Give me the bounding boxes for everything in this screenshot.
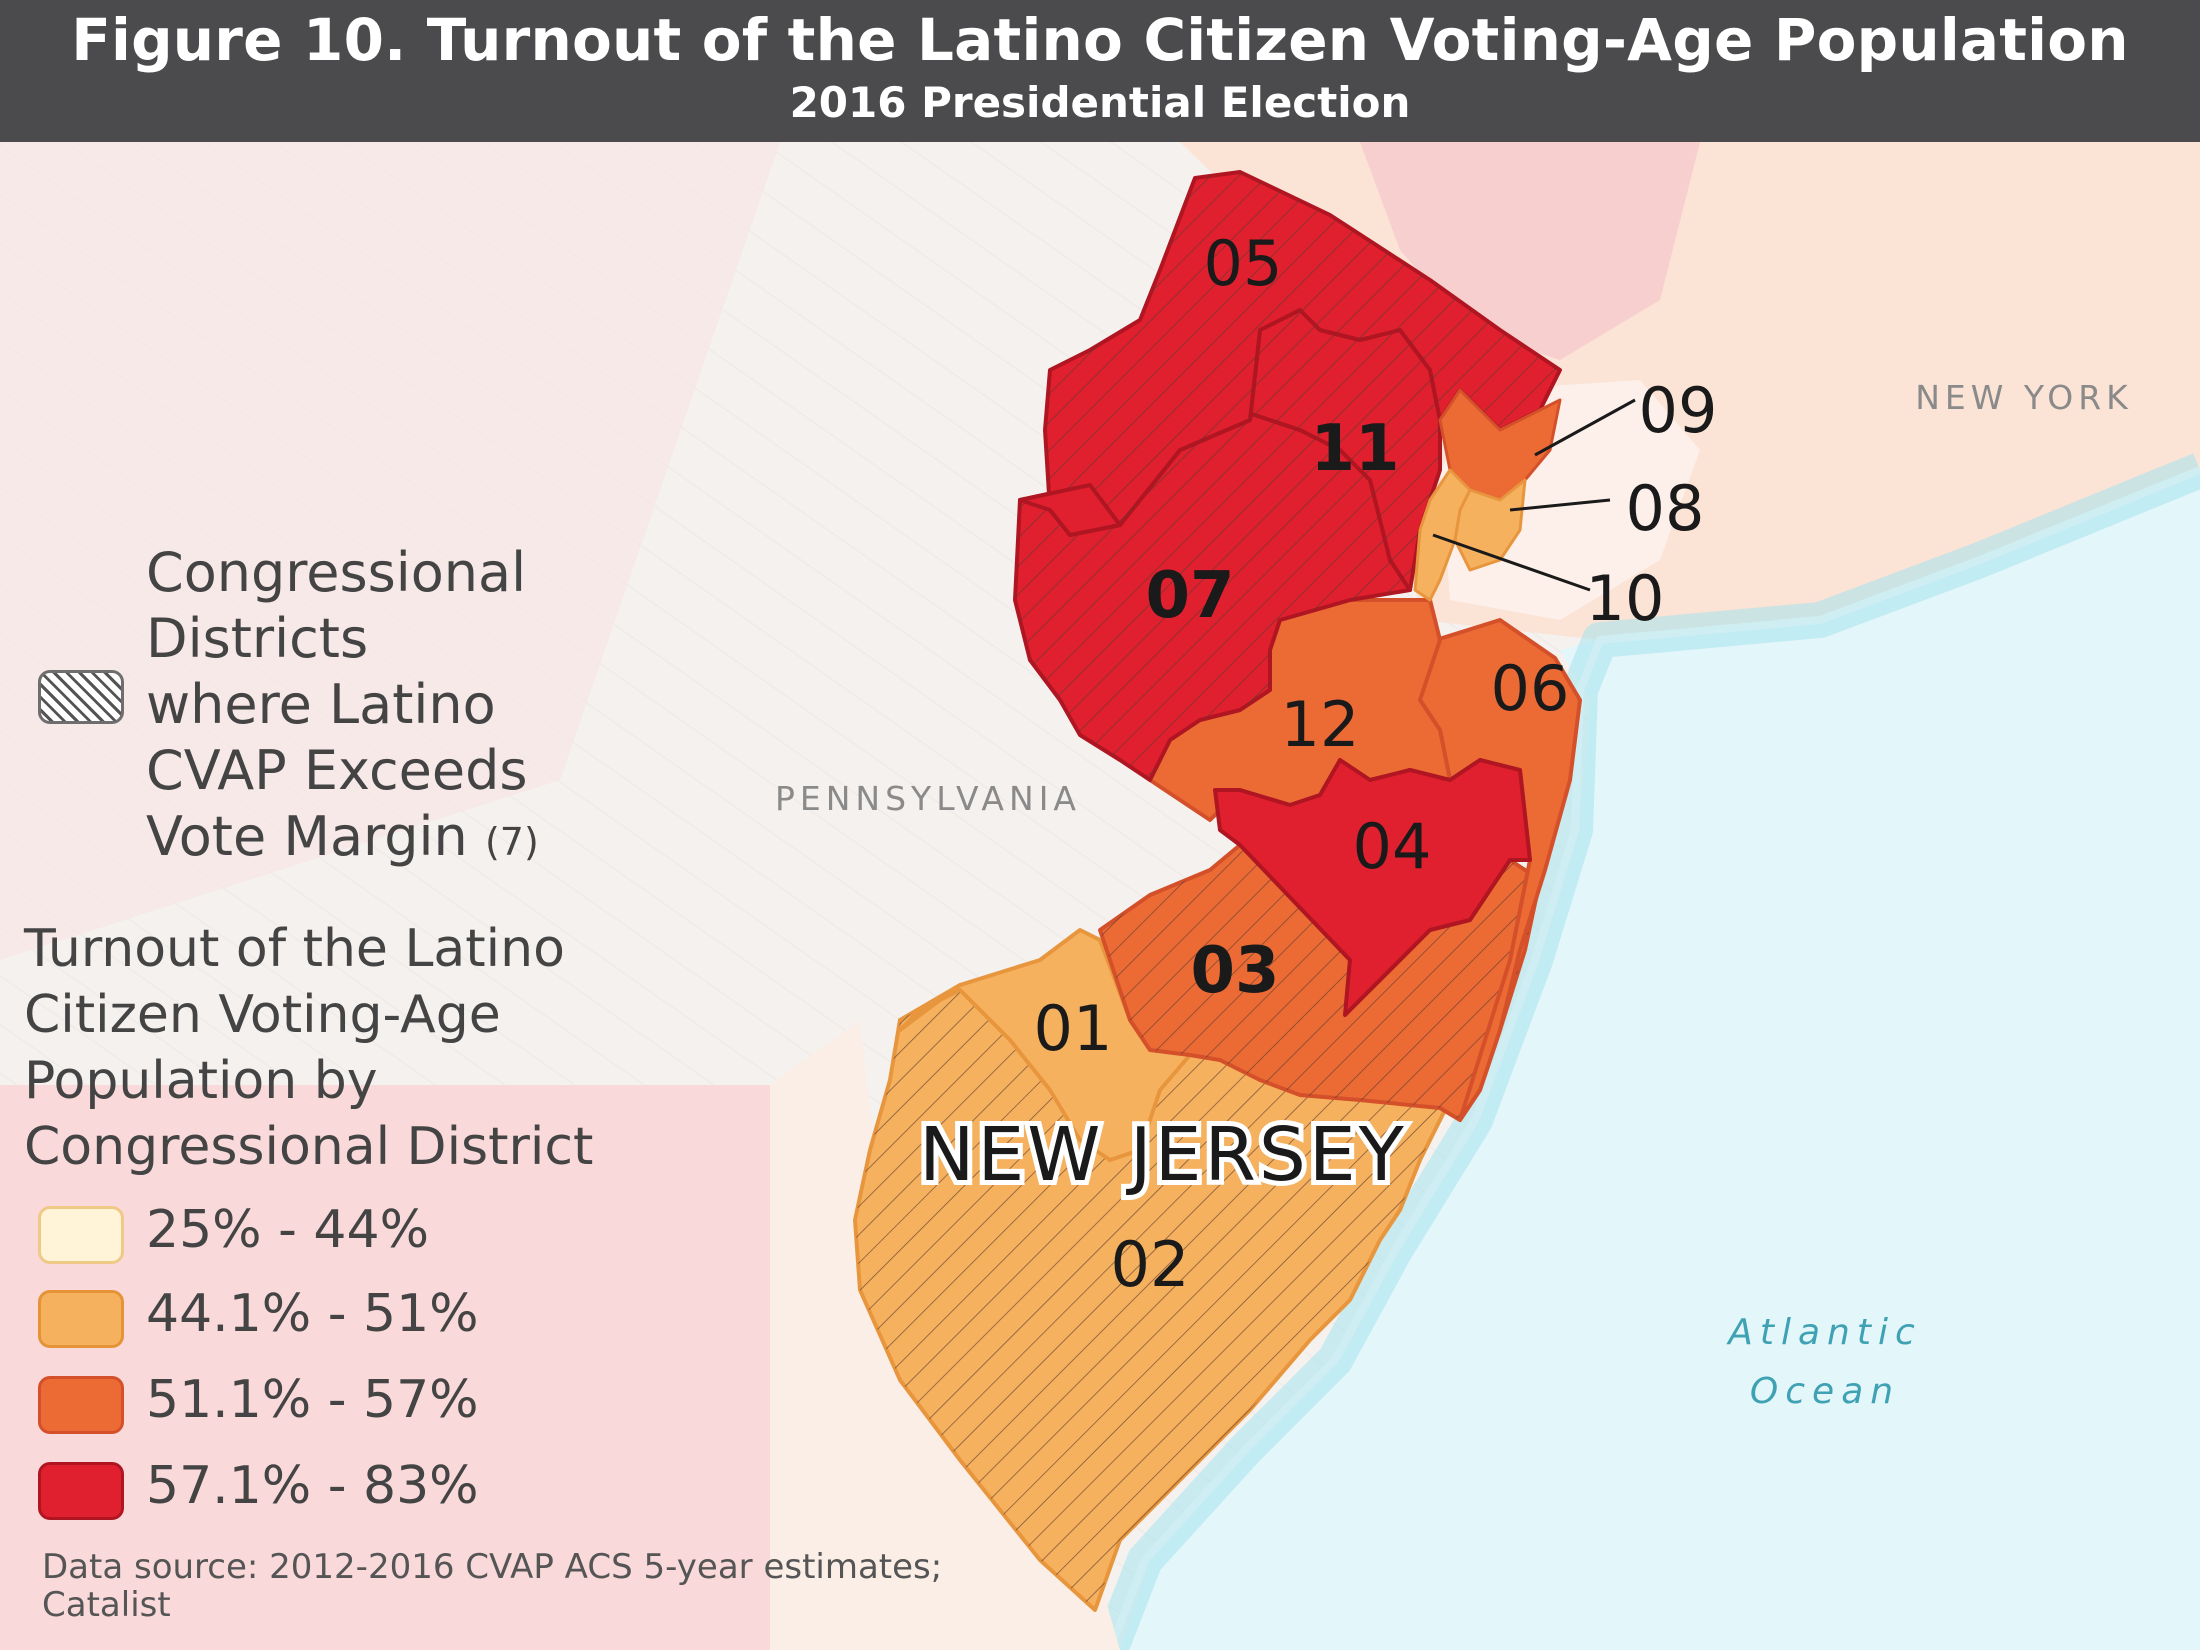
legend-label-51-57: 51.1% - 57% (146, 1370, 479, 1430)
turnout-legend-title-line-3: Population by (24, 1051, 378, 1111)
district-label-11: 11 (1310, 412, 1399, 486)
hatch-legend-count: (7) (484, 820, 539, 864)
turnout-legend-title: Turnout of the Latino Citizen Voting-Age… (24, 916, 664, 1180)
hatch-legend-line-4: CVAP Exceeds (146, 739, 528, 802)
pennsylvania-pink-region (0, 1085, 770, 1650)
new-york-label: NEW YORK (1915, 378, 2133, 417)
data-source-line-1: Data source: 2012-2016 CVAP ACS 5-year e… (42, 1547, 943, 1587)
leader-line-08 (1509, 498, 1611, 512)
hatch-legend: Congressional Districts where Latino CVA… (146, 540, 566, 875)
district-label-08: 08 (1626, 472, 1705, 545)
district-label-01: 01 (1034, 992, 1113, 1065)
district-label-05: 05 (1204, 227, 1283, 300)
district-label-12: 12 (1281, 688, 1360, 761)
atlantic-label: Atlantic (1726, 1312, 1922, 1353)
district-11-hatch (1120, 310, 1440, 590)
turnout-legend-title-line-1: Turnout of the Latino (24, 919, 565, 979)
new-york-pink-district (1360, 142, 1700, 360)
legend-swatch-25-44 (38, 1206, 124, 1264)
hatch-legend-line-1: Congressional (146, 541, 527, 604)
hatch-legend-swatch (38, 670, 124, 724)
leader-line-10 (1432, 533, 1591, 592)
district-03-hatch (1100, 845, 1540, 1120)
legend-swatch-57-83 (38, 1462, 124, 1520)
nj-congressional-district-map: PENNSYLVANIA NEW YORK Atlantic Ocean NEW… (0, 142, 2200, 1650)
district-02-hatch (855, 975, 1480, 1610)
legend-label-57-83: 57.1% - 83% (146, 1456, 479, 1516)
district-05-west (1018, 483, 1122, 537)
atlantic-ocean (1120, 470, 2200, 1650)
turnout-legend-title-line-2: Citizen Voting-Age (24, 985, 501, 1045)
ocean-label: Ocean (1750, 1371, 1900, 1412)
legend-swatch-44-51 (38, 1290, 124, 1348)
hatch-legend-line-5-text: Vote Margin (146, 805, 468, 868)
hatch-legend-line-2: Districts (146, 607, 369, 670)
leader-line-09 (1534, 398, 1636, 457)
district-05-hatch (1045, 172, 1560, 535)
data-source: Data source: 2012-2016 CVAP ACS 5-year e… (42, 1548, 1042, 1624)
district-label-06: 06 (1491, 652, 1570, 725)
hatch-legend-line-3: where Latino (146, 673, 496, 736)
legend-swatch-51-57 (38, 1376, 124, 1434)
pennsylvania-upper-shading (0, 142, 780, 960)
figure-subtitle: 2016 Presidential Election (789, 78, 1411, 127)
turnout-legend-title-line-4: Congressional District (24, 1117, 594, 1177)
new-jersey-label: NEW JERSEY (919, 1112, 1407, 1198)
district-label-04: 04 (1353, 810, 1432, 883)
district-label-02: 02 (1111, 1228, 1190, 1301)
district-label-03: 03 (1190, 934, 1279, 1008)
hatch-legend-line-5: Vote Margin (7) (146, 804, 566, 875)
legend-label-25-44: 25% - 44% (146, 1200, 429, 1260)
district-label-07: 07 (1145, 559, 1234, 633)
district-label-10: 10 (1586, 562, 1665, 635)
legend-label-44-51: 44.1% - 51% (146, 1284, 479, 1344)
district-04 (1213, 758, 1532, 1017)
district-10 (1413, 468, 1472, 602)
data-source-line-2: Catalist (42, 1585, 171, 1625)
title-bar: Figure 10. Turnout of the Latino Citizen… (0, 0, 2200, 142)
district-label-09: 09 (1639, 374, 1718, 447)
figure-title: Figure 10. Turnout of the Latino Citizen… (71, 6, 2129, 74)
pennsylvania-label: PENNSYLVANIA (775, 779, 1081, 818)
coast-line (1106, 466, 2200, 1650)
